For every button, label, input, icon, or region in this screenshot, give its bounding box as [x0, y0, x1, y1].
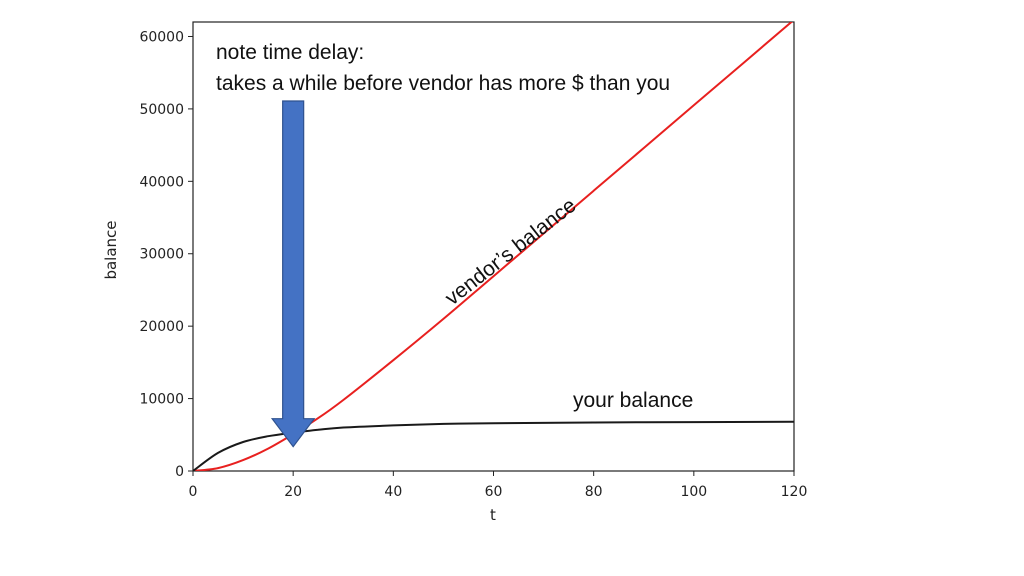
y-tick-label: 20000	[139, 319, 184, 335]
y-axis-title: balance	[102, 220, 120, 279]
x-tick-label: 80	[585, 484, 603, 500]
y-tick-label: 0	[175, 464, 184, 480]
y-tick-label: 60000	[139, 29, 184, 45]
y-tick-label: 50000	[139, 102, 184, 118]
note-line-2: takes a while before vendor has more $ t…	[216, 72, 670, 95]
y-tick-label: 10000	[139, 392, 184, 408]
down-arrow-icon	[270, 100, 316, 448]
x-tick-label: 20	[284, 484, 302, 500]
x-tick-label: 120	[781, 484, 808, 500]
note-line-1: note time delay:	[216, 41, 364, 64]
y-tick-label: 30000	[139, 247, 184, 263]
x-axis-title: t	[490, 506, 496, 524]
y-tick-label: 40000	[139, 174, 184, 190]
x-tick-label: 100	[680, 484, 707, 500]
series-layer	[193, 22, 794, 471]
x-tick-label: 40	[384, 484, 402, 500]
x-axis: 0 20 40 60 80 100 120	[189, 471, 808, 500]
vendor-balance-line	[193, 22, 793, 471]
arrow-annotation	[270, 100, 316, 448]
your-balance-line	[193, 420, 794, 471]
x-tick-label: 0	[189, 484, 198, 500]
y-axis: 0 10000 20000 30000 40000 50000 60000	[139, 29, 193, 480]
x-tick-label: 60	[485, 484, 503, 500]
your-balance-label: your balance	[573, 389, 693, 412]
